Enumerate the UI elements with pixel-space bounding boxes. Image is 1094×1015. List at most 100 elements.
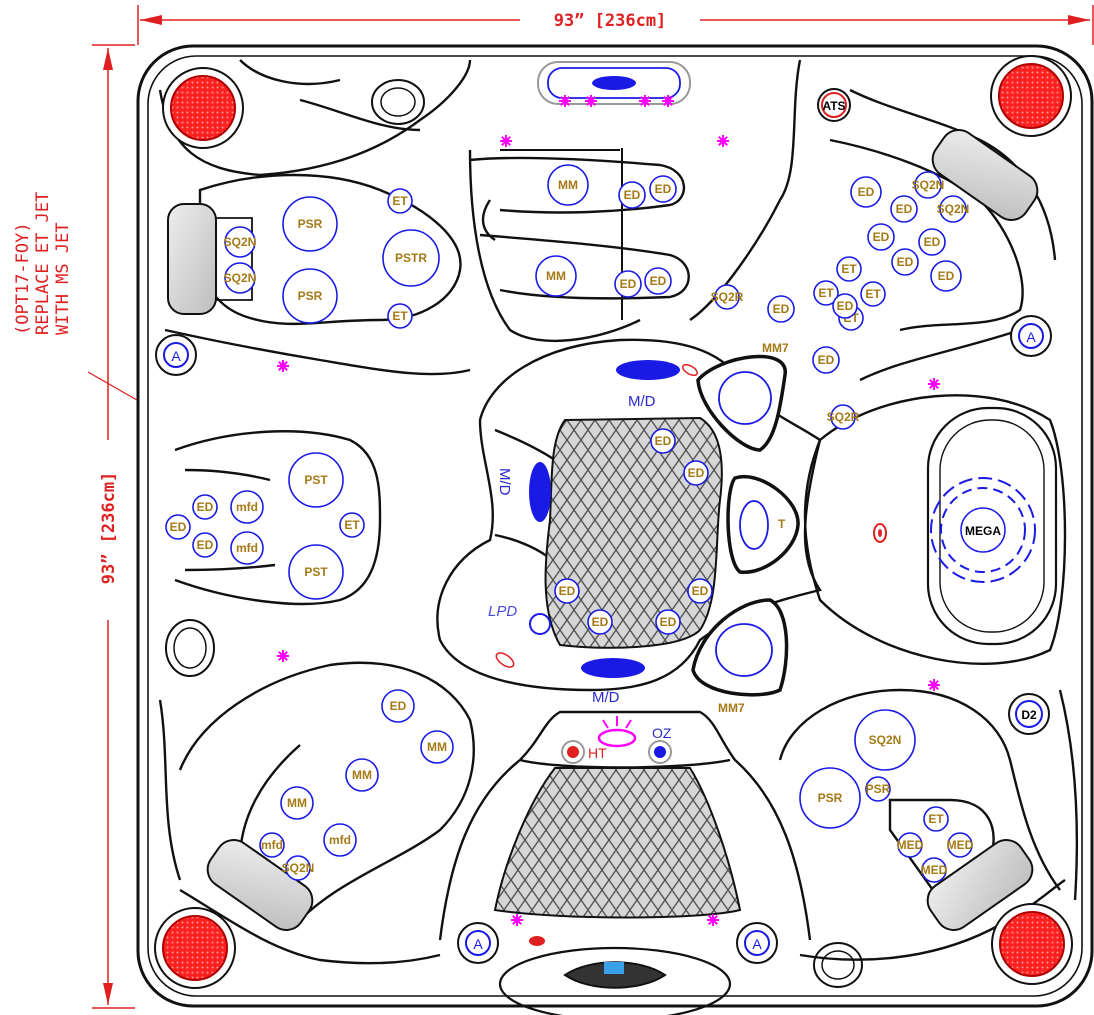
jet-mfd: mfd [230,490,264,524]
jet-label: ED [924,235,941,249]
jet-label: MED [921,863,948,877]
jet-sq2n: SQ2N [937,195,970,223]
mm7-top-label: MM7 [762,341,789,355]
ht-label: HT [588,745,607,761]
jet-med: MED [947,832,974,858]
jet-sq2n: SQ2N [912,171,944,199]
sparkle-light-icon [928,378,940,390]
jet-label: SQ2N [937,202,970,216]
jet-label: ED [559,584,576,598]
sparkle-light-icon [707,914,719,926]
diverter-top: M/D [616,360,680,410]
jet-label: PSR [866,782,891,796]
sparkle-light-icon [639,95,651,107]
jet-ed: ED [850,176,882,208]
jet-label: ET [392,309,408,323]
jet-mm: MM [420,730,454,764]
jet-psr: PSR [282,196,338,252]
jet-et: ET [387,303,413,329]
jet-label: ED [837,299,854,313]
jet-label: PSR [298,217,323,231]
speaker-top-right [990,55,1072,137]
jet-et: ET [923,806,949,832]
jet-pstr: PSTR [382,229,440,287]
control-panel [563,961,667,989]
sparkle-lights [277,95,940,926]
a-fittings: A A A A [155,315,1052,964]
svg-text:A: A [752,936,762,952]
seat-outlines [158,59,1079,1015]
jet-ed: ED [687,578,713,604]
jet-label: MM [427,740,447,754]
jet-label: ED [897,255,914,269]
jet-ed: ED [890,195,918,223]
jet-label: ED [688,466,705,480]
jet-ed: ED [683,460,709,486]
jet-psr: PSR [799,767,861,829]
jet-sq2n: SQ2N [224,226,256,258]
a-fitting-bottom-left: A [457,922,499,964]
mega-jet: MEGA [930,477,1036,583]
jet-label: PSR [818,791,843,805]
svg-text:A: A [171,348,181,364]
a-fitting-right: A [1010,315,1052,357]
diverter-bottom: M/D [581,658,645,706]
sparkle-light-icon [717,135,729,147]
jet-label: mfd [236,541,258,555]
ats-label: ATS [822,99,845,113]
jet-psr: PSR [282,268,338,324]
jet-ed: ED [192,494,218,520]
d2-control: D2 [1008,693,1050,735]
t-jet: T [726,474,800,574]
jet-ed: ED [891,248,919,276]
jet-psr: PSR [865,776,891,802]
jet-label: ED [655,182,672,196]
jet-label: MED [897,838,924,852]
red-marker-top [682,363,698,377]
jet-med: MED [921,857,948,883]
jet-label: ED [818,353,835,367]
sparkle-light-icon [662,95,674,107]
mm7-jet-top: MM7 [696,341,789,452]
jet-label: SQ2N [224,271,257,285]
jet-mfd: mfd [230,531,264,565]
jet-label: ET [865,287,881,301]
height-label: 93” [236cm] [99,472,119,585]
jet-label: ED [938,269,955,283]
jet-label: ED [858,185,875,199]
jet-label: PST [304,473,328,487]
jet-ed: ED [867,223,895,251]
jet-label: ED [390,699,407,713]
jet-label: ED [197,538,214,552]
oz-label: OZ [652,725,672,741]
sparkle-light-icon [277,650,289,662]
sparkle-light-icon [277,360,289,372]
jet-pst: PST [288,544,344,600]
jet-ed: ED [192,532,218,558]
heater-indicator: HT [561,740,607,764]
sparkle-light-icon [928,679,940,691]
md-left-label: M/D [496,468,513,496]
red-marker-bottom [529,936,545,946]
jet-label: ED [773,302,790,316]
diverter-left: M/D [496,462,551,522]
jet-label: ED [624,188,641,202]
width-dimension: 93” [236cm] [137,5,1094,45]
jet-ed: ED [381,689,415,723]
jet-et: ET [813,280,839,306]
mm7-jet-bottom: MM7 [691,598,789,715]
speaker-bottom-right [991,903,1073,985]
jet-et: ET [836,256,862,282]
jet-label: ET [928,812,944,826]
md-bottom-label: M/D [592,689,620,706]
pillow-top-right [931,129,1039,221]
jet-ed: ED [554,578,580,604]
a-fitting-left: A [155,334,197,376]
jet-label: ED [873,230,890,244]
jet-ed: ED [655,609,681,635]
note-line-1: (OPT17-FOY) [13,222,33,335]
jet-ed: ED [649,175,677,203]
jet-sq2n: SQ2N [854,709,916,771]
jet-label: PSR [298,289,323,303]
center-mesh [544,416,723,649]
